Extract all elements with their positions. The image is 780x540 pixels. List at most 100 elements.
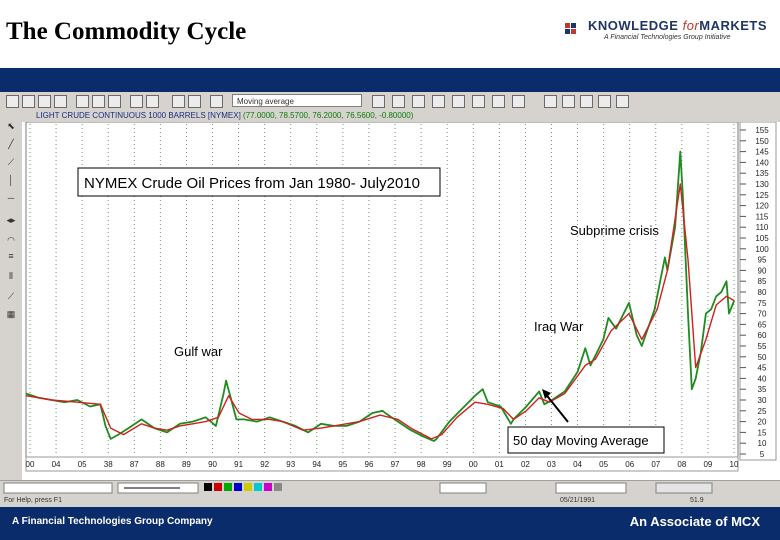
arrow-down-icon[interactable]	[492, 95, 505, 108]
line-draw-icon[interactable]: ╱	[8, 139, 14, 149]
y-tick-label: 35	[758, 385, 767, 394]
open-icon[interactable]	[22, 95, 35, 108]
chart-toolbar: Moving average	[0, 92, 780, 111]
y-tick-label: 70	[758, 310, 767, 319]
instrument-name: LIGHT CRUDE CONTINUOUS 1000 BARRELS [NYM…	[36, 111, 241, 120]
x-tick-label: 91	[234, 460, 243, 469]
cycle-tool-icon[interactable]: ⦀	[9, 271, 13, 281]
x-tick-label: 00	[469, 460, 478, 469]
x-tick-label: 07	[651, 460, 660, 469]
y-tick-label: 10	[758, 439, 767, 448]
x-tick-label: 97	[391, 460, 400, 469]
chart-title-box	[77, 167, 441, 197]
x-tick-label: 10	[730, 460, 739, 469]
x-tick-label: 05	[599, 460, 608, 469]
bar-tool-icon[interactable]	[412, 95, 425, 108]
gann-tool-icon[interactable]: ⟋	[7, 291, 15, 301]
indicator-select[interactable]: Moving average	[232, 94, 362, 107]
app-title-bar	[0, 68, 780, 92]
logo-text: KNOWLEDGE forMARKETS	[588, 18, 767, 33]
vertical-line-icon[interactable]: │	[8, 175, 14, 185]
status-bar: For Help, press F1 05/21/1991 51.9	[0, 494, 780, 507]
logo-mark-icon	[565, 23, 576, 34]
style-toolbar-controls[interactable]	[0, 481, 780, 495]
x-tick-label: 88	[156, 460, 165, 469]
x-tick-label: 04	[573, 460, 582, 469]
chart-panel: 155 150 145 140 135 130 125 120 115 110 105 100 95 90…	[22, 110, 780, 480]
tile-icon[interactable]	[562, 95, 575, 108]
y-tick-label: 30	[758, 396, 767, 405]
grid-tool-icon[interactable]: ▦	[6, 309, 16, 319]
copy-icon[interactable]	[92, 95, 105, 108]
x-tick-label: 01	[495, 460, 504, 469]
horizontal-line-icon[interactable]: ─	[7, 193, 15, 203]
about-icon[interactable]	[616, 95, 629, 108]
indicator-icon[interactable]	[372, 95, 385, 108]
x-tick-label: 08	[677, 460, 686, 469]
zoom-in-icon[interactable]	[130, 95, 143, 108]
y-tick-label: 90	[758, 266, 767, 275]
new-icon[interactable]	[6, 95, 19, 108]
ma-label-box	[507, 426, 665, 454]
y-tick-label: 105	[755, 234, 769, 243]
y-tick-label: 40	[758, 374, 767, 383]
y-tick-label: 65	[758, 320, 767, 329]
y-tick-label: 150	[755, 137, 769, 146]
print-icon[interactable]	[54, 95, 67, 108]
ma-arrow-line	[543, 391, 569, 423]
y-tick-label: 50	[758, 353, 767, 362]
settings-icon[interactable]	[512, 95, 525, 108]
status-value: 51.9	[690, 497, 704, 504]
y-tick-label: 25	[758, 407, 767, 416]
fan-tool-icon[interactable]: ≡	[8, 251, 14, 261]
help-icon[interactable]	[598, 95, 611, 108]
y-tick-label: 60	[758, 331, 767, 340]
x-tick-label: 05	[78, 460, 87, 469]
scroll-left-icon[interactable]	[172, 95, 185, 108]
price-chart[interactable]: 1551501451401351301251201151101051009590…	[22, 110, 780, 480]
ma-arrow-head	[542, 389, 551, 399]
y-tick-label: 75	[758, 299, 767, 308]
fib-tool-icon[interactable]	[432, 95, 445, 108]
y-tick-label: 5	[760, 450, 765, 459]
y-tick-label: 15	[758, 428, 767, 437]
save-icon[interactable]	[38, 95, 51, 108]
arrow-up-icon[interactable]	[472, 95, 485, 108]
arc-tool-icon[interactable]: ◠	[7, 235, 15, 245]
channel-tool-icon[interactable]: ◂▸	[6, 215, 16, 225]
status-help-text: For Help, press F1	[4, 497, 62, 504]
logo-word-accent: for	[682, 18, 700, 33]
status-date: 05/21/1991	[560, 497, 596, 504]
window-icon[interactable]	[544, 95, 557, 108]
x-axis-panel	[25, 456, 739, 472]
refresh-icon[interactable]	[210, 95, 223, 108]
y-tick-label: 85	[758, 277, 767, 286]
slide-header: The Commodity Cycle KNOWLEDGE forMARKETS…	[0, 0, 780, 68]
x-tick-label: 87	[130, 460, 139, 469]
y-tick-label: 100	[755, 245, 769, 254]
annotation-gulf-war: Gulf war	[174, 344, 223, 359]
y-tick-label: 135	[755, 169, 769, 178]
y-tick-label: 45	[758, 364, 767, 373]
x-tick-label: 00	[26, 460, 35, 469]
y-tick-label: 115	[756, 212, 769, 221]
chart-info-bar: LIGHT CRUDE CONTINUOUS 1000 BARRELS [NYM…	[22, 110, 780, 122]
cut-icon[interactable]	[76, 95, 89, 108]
logo-word-1: KNOWLEDGE	[588, 18, 679, 33]
scroll-right-icon[interactable]	[188, 95, 201, 108]
trend-line-icon[interactable]: ⟋	[7, 157, 15, 167]
x-tick-label: 06	[625, 460, 634, 469]
y-tick-label: 110	[756, 223, 769, 232]
info-text: LIGHT CRUDE CONTINUOUS 1000 BARRELS [NYM…	[36, 110, 413, 122]
paste-icon[interactable]	[108, 95, 121, 108]
x-tick-label: 04	[52, 460, 61, 469]
line-tool-icon[interactable]	[392, 95, 405, 108]
zoom-out-icon[interactable]	[146, 95, 159, 108]
cascade-icon[interactable]	[580, 95, 593, 108]
logo-tagline: A Financial Technologies Group Initiativ…	[604, 34, 731, 41]
y-tick-label: 80	[758, 288, 767, 297]
x-tick-label: 94	[312, 460, 321, 469]
pointer-tool-icon[interactable]: ⬉	[7, 121, 15, 131]
x-tick-label: 90	[208, 460, 217, 469]
text-tool-icon[interactable]	[452, 95, 465, 108]
